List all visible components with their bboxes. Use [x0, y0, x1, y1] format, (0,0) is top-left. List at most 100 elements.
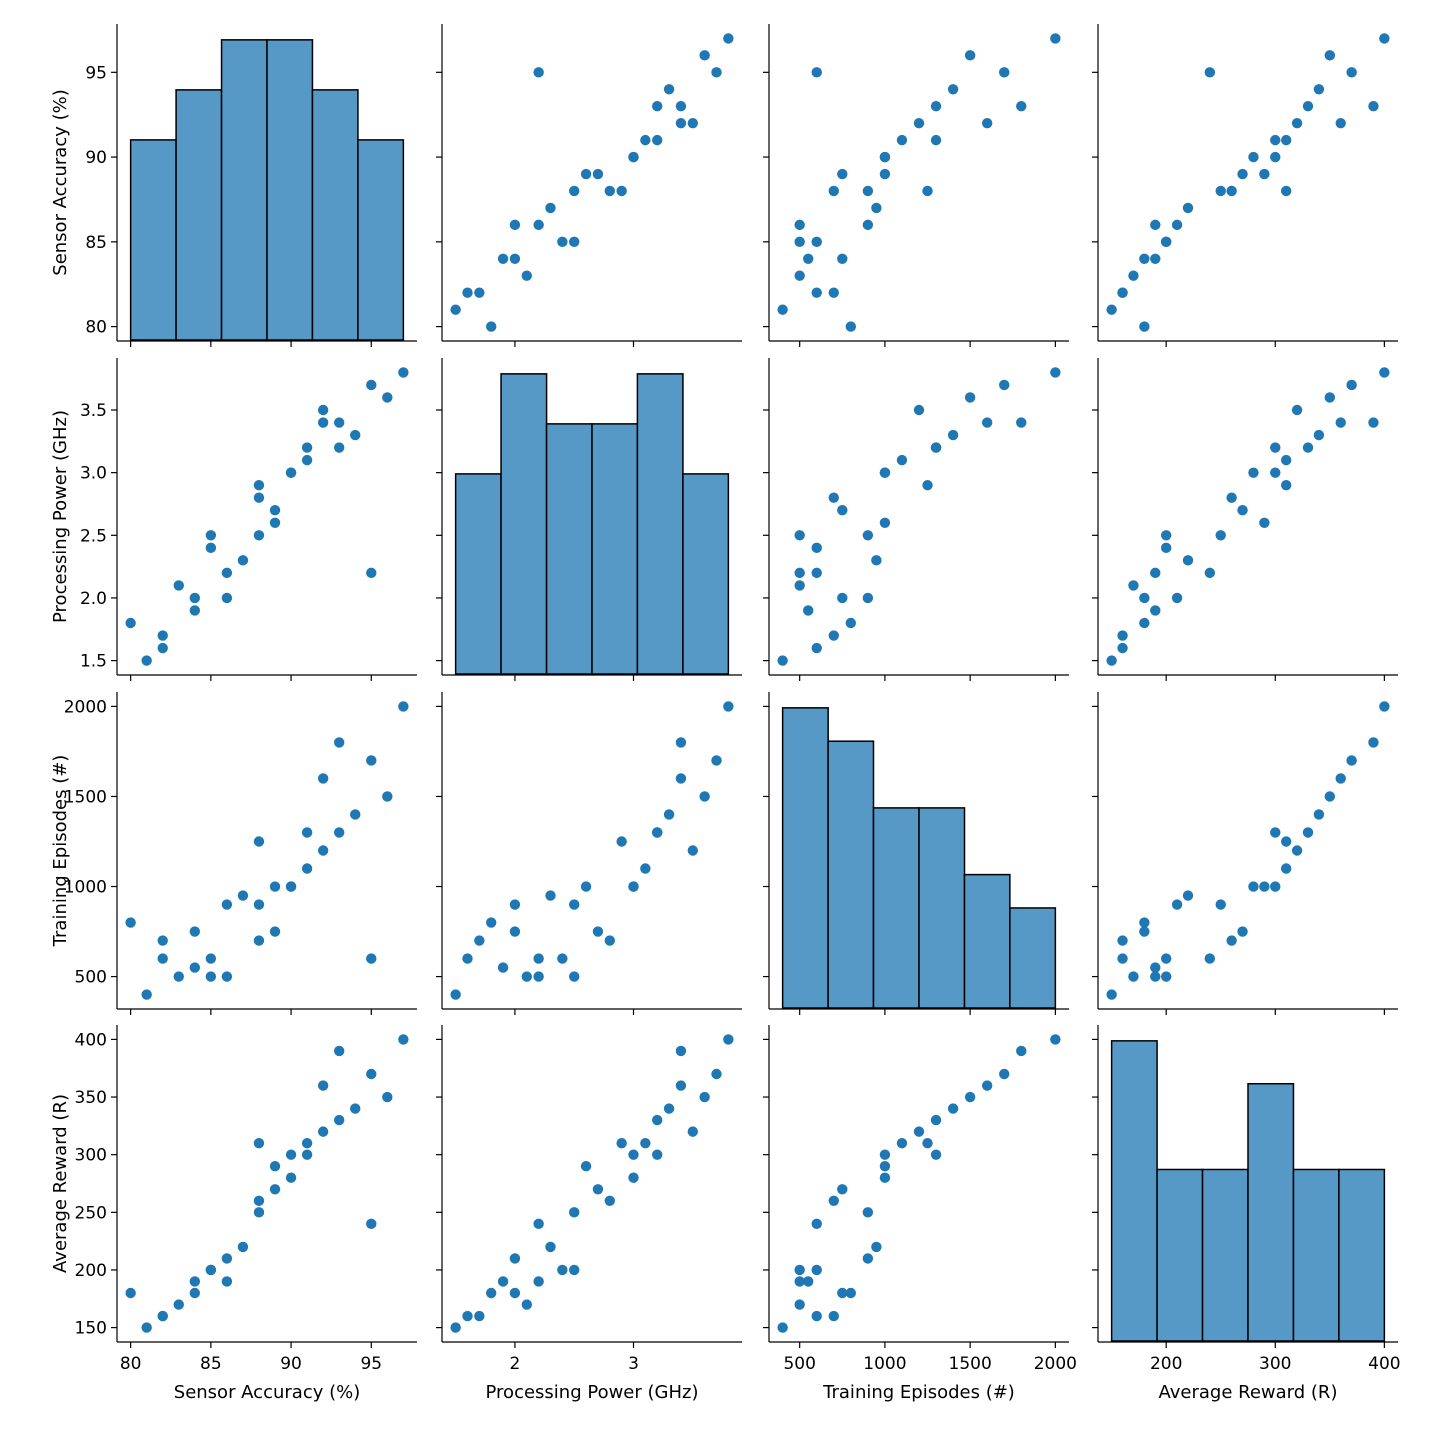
- scatter-point-r3-c1-6: [509, 1253, 521, 1264]
- scatter-point-r3-c2-14: [879, 1161, 891, 1172]
- scatter-point-r1-c3-10: [1182, 555, 1194, 566]
- scatter-point-r1-c3-9: [1204, 567, 1216, 579]
- scatter-point-r2-c1-11: [557, 953, 568, 964]
- scatter-point-r2-c1-17: [616, 836, 627, 847]
- scatter-point-r2-c0-28: [366, 755, 377, 766]
- scatter-point-r3-c0-14: [269, 1161, 281, 1172]
- scatter-point-r2-c0-6: [221, 899, 233, 910]
- scatter-point-r0-c1-5: [509, 253, 521, 264]
- scatter-point-r3-c0-21: [301, 1149, 313, 1160]
- scatter-point-r3-c1-19: [628, 1172, 639, 1183]
- scatter-point-r3-c0-6: [221, 1253, 233, 1264]
- scatter-point-r0-c1-22: [652, 101, 663, 112]
- scatter-point-r0-c1-7: [521, 270, 532, 281]
- x-tick-label-sensor-0: 80: [120, 1354, 142, 1374]
- scatter-point-r0-c3-19: [1248, 151, 1259, 163]
- scatter-point-r2-c0-21: [301, 827, 313, 838]
- scatter-point-r2-c1-19: [628, 881, 639, 892]
- scatter-point-r2-c3-25: [1368, 737, 1379, 748]
- scatter-point-r3-c2-10: [871, 1241, 882, 1253]
- scatter-point-r3-c2-11: [811, 1264, 822, 1276]
- scatter-point-r3-c0-19: [285, 1172, 297, 1183]
- scatter-point-r0-c1-16: [604, 185, 615, 197]
- scatter-point-r0-c3-14: [1259, 168, 1270, 180]
- scatter-point-r1-c0-28: [366, 379, 377, 391]
- y-tick-label-reward-0: 150: [75, 1319, 107, 1339]
- scatter-point-r3-c2-18: [879, 1149, 891, 1160]
- scatter-point-r1-c3-19: [1248, 467, 1259, 478]
- scatter-point-r2-c3-18: [1270, 881, 1281, 892]
- scatter-point-r0-c1-0: [450, 304, 461, 315]
- scatter-point-r2-c3-26: [1291, 845, 1303, 856]
- scatter-point-r0-c2-15: [837, 168, 848, 180]
- scatter-point-r1-c2-20: [896, 454, 908, 466]
- histogram-bar-reward-0: [1110, 1040, 1158, 1342]
- scatter-point-r3-c0-5: [189, 1287, 201, 1299]
- scatter-point-r2-c0-17: [253, 836, 265, 847]
- scatter-point-r3-c2-16: [828, 1195, 839, 1206]
- histogram-bar-sensor-4: [311, 89, 359, 341]
- scatter-point-r1-c3-12: [1160, 530, 1172, 541]
- scatter-point-r0-c2-26: [913, 117, 925, 129]
- scatter-point-r2-c1-3: [486, 917, 497, 928]
- scatter-point-r3-c2-20: [896, 1137, 908, 1149]
- scatter-point-r2-c1-29: [723, 701, 734, 712]
- scatter-point-r0-c3-21: [1270, 134, 1281, 146]
- scatter-point-r0-c2-2: [828, 287, 839, 298]
- scatter-point-r0-c1-25: [675, 101, 687, 112]
- scatter-point-r2-c1-23: [663, 809, 675, 820]
- scatter-point-r3-c0-15: [269, 1184, 281, 1195]
- scatter-point-r1-c2-11: [811, 542, 822, 554]
- scatter-point-r1-c0-3: [125, 617, 136, 629]
- y-axis-title-episodes: Training Episodes (#): [50, 755, 71, 948]
- scatter-point-r1-c3-1: [1117, 642, 1128, 654]
- scatter-point-r2-c1-25: [675, 737, 687, 748]
- y-tick-label-power-0: 1.5: [80, 652, 107, 672]
- scatter-point-r0-c3-3: [1139, 321, 1150, 332]
- scatter-point-r1-c0-7: [173, 580, 184, 591]
- scatter-point-r1-c0-27: [382, 392, 393, 403]
- y-tick-label-episodes-1: 1000: [64, 878, 107, 898]
- scatter-point-r2-c3-3: [1139, 917, 1150, 928]
- scatter-point-r1-c3-29: [1379, 367, 1390, 378]
- scatter-point-r3-c0-29: [398, 1034, 409, 1045]
- histogram-bar-power-1: [500, 373, 548, 675]
- scatter-point-r3-c1-7: [521, 1299, 532, 1310]
- scatter-point-r2-c3-16: [1226, 935, 1237, 946]
- histogram-bar-power-4: [636, 373, 684, 675]
- scatter-point-r2-c3-24: [1335, 773, 1346, 784]
- scatter-point-r2-c1-2: [474, 935, 485, 946]
- x-tick-label-sensor-3: 95: [360, 1354, 382, 1374]
- scatter-point-r0-c1-13: [569, 185, 580, 197]
- scatter-point-r3-c1-28: [711, 1068, 722, 1080]
- scatter-point-r1-c0-8: [221, 567, 233, 579]
- x-tick-label-episodes-3: 2000: [1034, 1354, 1077, 1374]
- scatter-point-r2-c1-12: [569, 971, 580, 982]
- scatter-point-r1-c3-22: [1302, 442, 1314, 453]
- scatter-point-r0-c3-23: [1313, 84, 1325, 95]
- histogram-bar-episodes-3: [918, 807, 966, 1009]
- scatter-point-r0-c3-17: [1280, 185, 1292, 197]
- scatter-point-r0-c2-7: [794, 270, 805, 281]
- y-axis-title-power: Processing Power (GHz): [50, 410, 71, 623]
- scatter-point-r1-c2-28: [999, 379, 1010, 391]
- scatter-point-r1-c0-29: [398, 367, 409, 378]
- scatter-point-r3-c0-4: [189, 1276, 201, 1287]
- scatter-point-r0-c3-7: [1128, 270, 1139, 281]
- scatter-point-r2-c0-19: [285, 881, 297, 892]
- y-tick-label-power-3: 3.0: [80, 464, 107, 484]
- scatter-point-r2-c1-9: [533, 953, 544, 964]
- scatter-point-r1-c3-2: [1117, 630, 1128, 641]
- scatter-point-r1-c3-0: [1106, 655, 1117, 666]
- scatter-point-r0-c2-14: [879, 168, 891, 180]
- scatter-point-r2-c0-23: [350, 809, 361, 820]
- scatter-point-r1-c3-11: [1160, 542, 1172, 554]
- scatter-point-r3-c2-2: [828, 1310, 839, 1322]
- scatter-point-r0-c3-6: [1171, 219, 1183, 231]
- scatter-point-r0-c1-27: [699, 50, 710, 61]
- scatter-point-r3-c1-14: [580, 1161, 592, 1172]
- scatter-point-r2-c1-14: [580, 881, 592, 892]
- scatter-point-r2-c0-22: [333, 827, 345, 838]
- histogram-bar-episodes-1: [827, 740, 875, 1009]
- scatter-point-r1-c2-25: [1016, 417, 1027, 428]
